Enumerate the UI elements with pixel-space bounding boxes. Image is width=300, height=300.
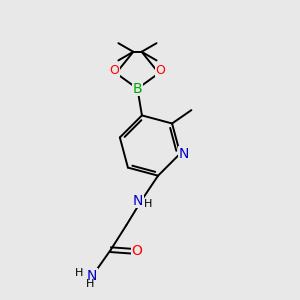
Text: N: N xyxy=(133,194,143,208)
Text: H: H xyxy=(86,279,94,289)
Text: O: O xyxy=(155,64,165,77)
Text: N: N xyxy=(87,269,97,283)
Text: O: O xyxy=(131,244,142,258)
Text: H: H xyxy=(144,199,152,208)
Text: B: B xyxy=(133,82,142,96)
Text: N: N xyxy=(178,147,189,160)
Text: H: H xyxy=(75,268,83,278)
Text: O: O xyxy=(110,64,119,77)
